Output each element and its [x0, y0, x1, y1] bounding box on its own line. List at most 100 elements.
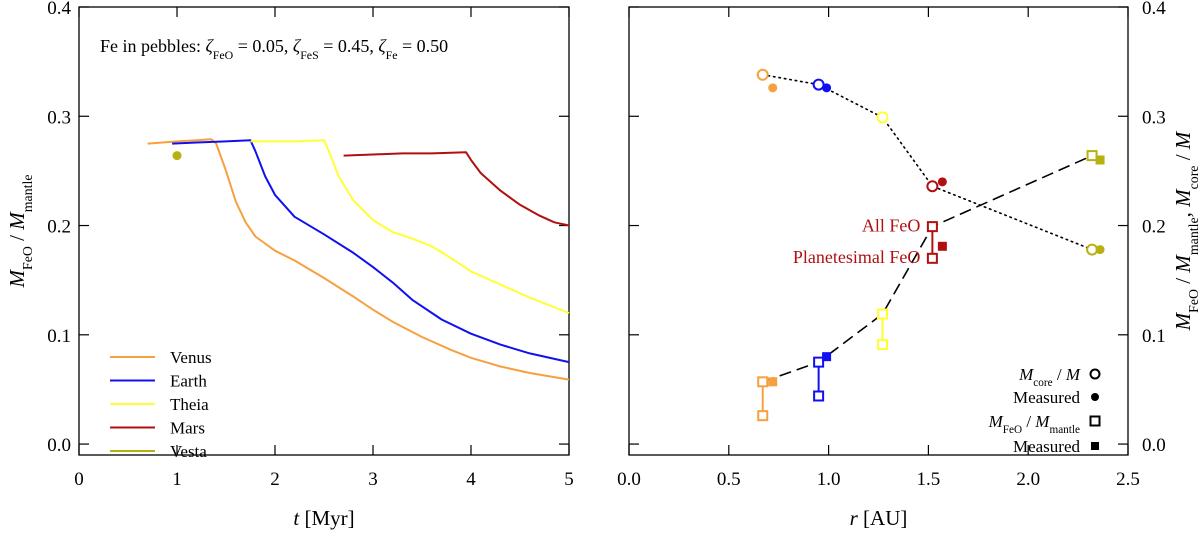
series-line-mars — [343, 151, 570, 227]
x-tick-label: 1.0 — [817, 469, 841, 490]
core-model-venus — [756, 68, 769, 81]
y-tick-label: 0.1 — [47, 326, 71, 347]
y-axis-label-part: M — [1171, 254, 1195, 274]
x-axis-label: r [AU] — [850, 506, 908, 530]
y-tick-label: 0.1 — [1142, 326, 1166, 347]
y-axis-label-part: mantle — [20, 175, 35, 213]
legend-label: Mcore / M — [1018, 365, 1081, 389]
core-model-theia — [876, 111, 889, 124]
x-tick-label: 0.5 — [717, 469, 741, 490]
annotation-value: = 0.05 — [233, 36, 284, 56]
annotation-value: = 0.50 — [398, 36, 449, 56]
x-tick-label: 2 — [270, 469, 280, 490]
x-axis-label-var: r — [850, 506, 859, 530]
y-axis-label-part: M — [1171, 130, 1195, 150]
annotation-subscript: FeO — [213, 48, 234, 62]
legend-marker — [1089, 368, 1101, 380]
legend-label: Vesta — [170, 442, 207, 461]
legend-label-part: core — [1033, 377, 1052, 389]
x-tick-label: 4 — [466, 469, 476, 490]
x-axis-label-unit: [AU] — [858, 506, 908, 530]
legend-label: Measured — [1013, 388, 1081, 407]
annotation-separator: , — [284, 36, 293, 56]
legend-label-part: mantle — [1049, 424, 1080, 436]
x-tick-label: 0.0 — [617, 469, 641, 490]
y-tick-label: 0.0 — [1142, 435, 1166, 456]
feo-measured-vesta — [1095, 155, 1105, 165]
legend-marker — [1091, 442, 1099, 450]
feo-planetesimal-theia — [876, 339, 888, 351]
legend-label-part: / — [1053, 365, 1066, 384]
legend-label-part: Measured — [1013, 437, 1081, 456]
legend-label: Theia — [170, 395, 209, 414]
y-axis-label-part: mantle — [1186, 217, 1200, 255]
y-axis-label: MFeO / Mmantle — [5, 175, 35, 289]
feo-fraction-line — [762, 154, 1093, 383]
y-axis-label: MFeO / Mmantle, Mcore / M — [1171, 130, 1200, 331]
annotation-subscript: Fe — [386, 48, 398, 62]
annotation-prefix: Fe in pebbles: — [100, 36, 206, 56]
annotation-label: Planetesimal FeO — [793, 247, 920, 267]
core-measured-venus — [768, 83, 778, 93]
legend-label-part: FeO — [1003, 424, 1022, 436]
y-axis-label-part: / — [1171, 273, 1195, 289]
legend-label: Mars — [170, 419, 205, 438]
feo-all-mars — [926, 221, 938, 233]
plot-frame — [78, 6, 570, 456]
feo-measured-mars — [937, 241, 947, 251]
core-measured-vesta — [1095, 245, 1105, 255]
y-axis-label-part: M — [5, 268, 29, 288]
annotation-text: Fe in pebbles: ζFeO = 0.05, ζFeS = 0.45,… — [100, 36, 448, 62]
legend-label-part: / — [1022, 412, 1035, 431]
legend-label: MFeO / Mmantle — [988, 412, 1080, 436]
legend-marker — [1089, 415, 1101, 427]
y-axis-label-part: / — [1171, 149, 1195, 165]
y-axis-label-part: / — [5, 230, 29, 246]
feo-all-earth — [813, 356, 825, 368]
x-tick-label: 3 — [368, 469, 378, 490]
y-axis-label-part: M — [5, 211, 29, 231]
annotation-symbol: ζ — [378, 36, 387, 56]
x-axis-label-var: t — [293, 506, 300, 530]
y-tick-label: 0.4 — [47, 0, 71, 19]
legend-label-part: M — [1034, 412, 1050, 431]
x-axis-label: t [Myr] — [293, 506, 354, 530]
feo-planetesimal-venus — [757, 410, 769, 422]
core-model-mars — [926, 180, 939, 193]
annotation-symbol: ζ — [206, 36, 215, 56]
legend-label-part: M — [988, 412, 1004, 431]
feo-measured-venus — [768, 377, 778, 387]
y-axis-label-part: M — [1171, 311, 1195, 331]
x-tick-label: 1.5 — [917, 469, 941, 490]
x-tick-label: 1 — [172, 469, 182, 490]
annotation-separator: , — [369, 36, 378, 56]
series-line-venus — [147, 138, 570, 381]
annotation-subscript: FeS — [300, 48, 318, 62]
feo-measured-earth — [822, 352, 832, 362]
feo-all-theia — [876, 308, 888, 320]
y-axis-label-part: M — [1171, 188, 1195, 208]
legend-label-part: M — [1018, 365, 1034, 384]
legend-label: Earth — [170, 372, 207, 391]
feo-planetesimal-earth — [813, 390, 825, 402]
x-tick-label: 0 — [74, 469, 84, 490]
annotation-symbol: ζ — [293, 36, 302, 56]
x-tick-label: 2.0 — [1016, 469, 1040, 490]
feo-all-vesta — [1086, 150, 1098, 162]
y-tick-label: 0.3 — [1142, 107, 1166, 128]
core-measured-mars — [937, 177, 947, 187]
legend-label-part: M — [1065, 365, 1081, 384]
annotation-value: = 0.45 — [319, 36, 370, 56]
legend-label-part: Measured — [1013, 388, 1081, 407]
data-point-vesta — [172, 151, 182, 161]
series-line-earth — [172, 139, 570, 364]
feo-planetesimal-mars — [926, 252, 938, 264]
y-axis-label-part: core — [1186, 166, 1200, 190]
y-tick-label: 0.2 — [47, 217, 71, 238]
y-axis-label-part: FeO — [20, 246, 35, 270]
y-tick-label: 0.3 — [47, 107, 71, 128]
legend-label: Measured — [1013, 437, 1081, 456]
y-tick-label: 0.0 — [47, 435, 71, 456]
x-axis-label-unit: [Myr] — [299, 506, 354, 530]
